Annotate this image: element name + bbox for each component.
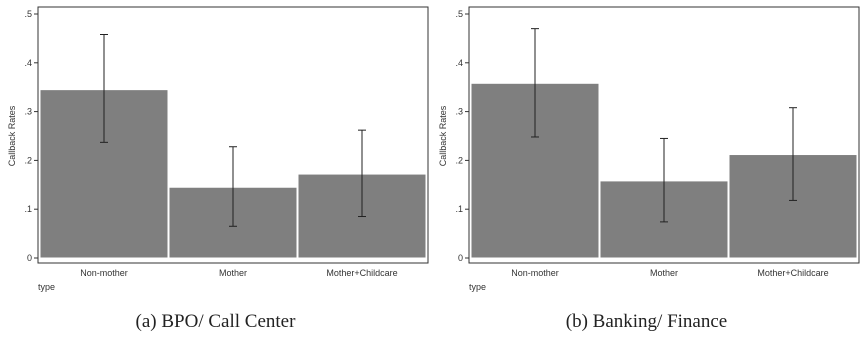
y-tick-label: 0 <box>27 253 32 263</box>
plot-frame <box>468 6 860 264</box>
bar-chart-banking-finance: 0 .1 .2 .3 .4 .5 Callback Rates Non-mother Mothe… <box>438 6 860 292</box>
y-tick-label: .5 <box>455 9 463 19</box>
x-category-label: Mother <box>219 268 247 278</box>
x-axis-label: type <box>469 282 486 292</box>
y-tick-label: .3 <box>24 107 32 117</box>
y-axis-label: Callback Rates <box>438 105 448 166</box>
caption-bpo-call-center: (a) BPO/ Call Center <box>135 311 296 332</box>
x-category-label: Mother+Childcare <box>757 268 828 278</box>
x-category-label: Non-mother <box>511 268 559 278</box>
y-tick-label: .1 <box>455 204 463 214</box>
y-tick-label: .2 <box>24 155 32 165</box>
y-tick-label: .5 <box>24 9 32 19</box>
panel-bpo-call-center: 0 .1 .2 .3 .4 .5 Callback Rates Non-mother Mothe… <box>7 6 429 332</box>
x-category-label: Mother <box>650 268 678 278</box>
y-axis-label: Callback Rates <box>7 105 17 166</box>
bar-chart-bpo-call-center: 0 .1 .2 .3 .4 .5 Callback Rates Non-mother Mothe… <box>7 6 429 292</box>
x-category-label: Non-mother <box>80 268 128 278</box>
y-tick-label: .4 <box>455 58 463 68</box>
y-tick-label: .1 <box>24 204 32 214</box>
x-category-label: Mother+Childcare <box>326 268 397 278</box>
panel-banking-finance: 0 .1 .2 .3 .4 .5 Callback Rates Non-mother Mothe… <box>431 0 862 347</box>
x-axis-label: type <box>38 282 55 292</box>
y-tick-label: .2 <box>455 155 463 165</box>
y-tick-label: 0 <box>458 253 463 263</box>
y-tick-label: .4 <box>24 58 32 68</box>
y-tick-label: .3 <box>455 107 463 117</box>
caption-banking-finance: (b) Banking/ Finance <box>565 311 728 332</box>
plot-frame <box>37 6 429 264</box>
